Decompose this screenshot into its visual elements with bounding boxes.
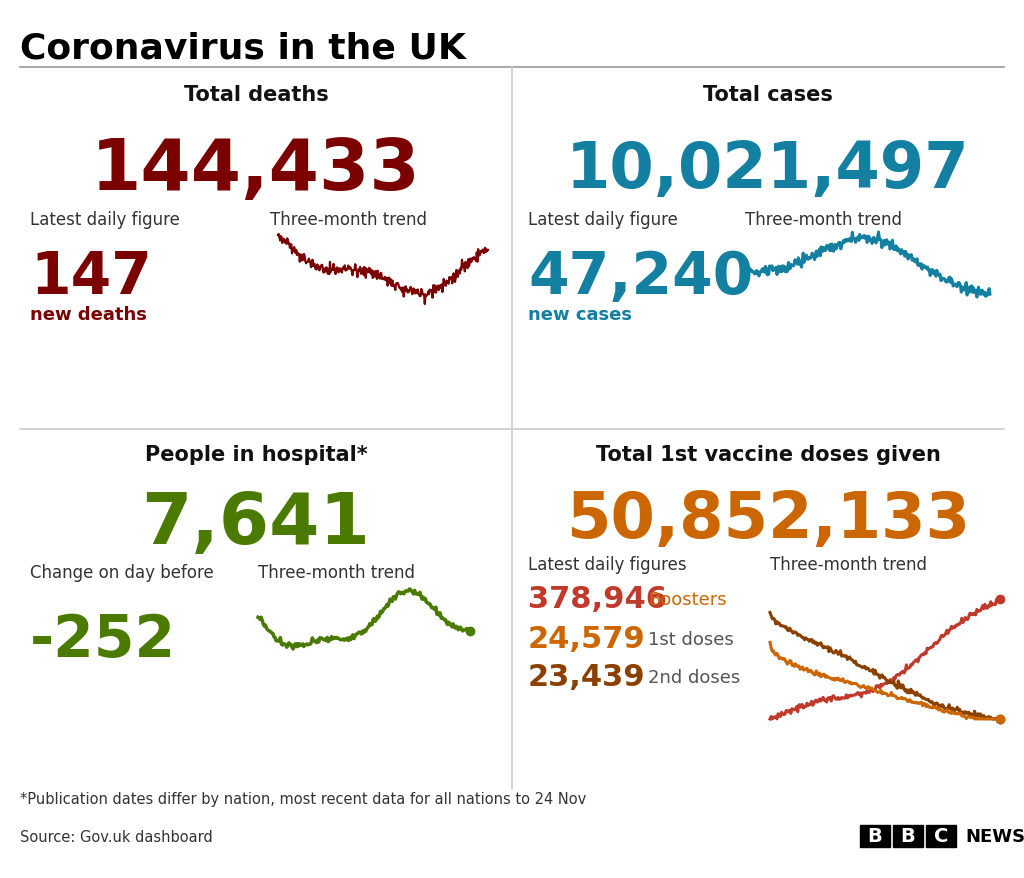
Text: 10,021,497: 10,021,497 [566, 139, 970, 201]
Text: NEWS: NEWS [965, 827, 1024, 845]
Text: Three-month trend: Three-month trend [270, 211, 427, 229]
Text: Coronavirus in the UK: Coronavirus in the UK [20, 31, 466, 65]
Text: Three-month trend: Three-month trend [770, 556, 927, 573]
Text: 378,946: 378,946 [528, 585, 667, 614]
Text: Three-month trend: Three-month trend [258, 564, 415, 581]
Text: 24,579: 24,579 [528, 625, 646, 654]
Text: 47,240: 47,240 [528, 249, 754, 306]
Text: Source: Gov.uk dashboard: Source: Gov.uk dashboard [20, 830, 213, 845]
Text: People in hospital*: People in hospital* [144, 444, 368, 464]
Text: Latest daily figure: Latest daily figure [528, 211, 678, 229]
Text: B: B [867, 826, 883, 846]
Text: *Publication dates differ by nation, most recent data for all nations to 24 Nov: *Publication dates differ by nation, mos… [20, 792, 587, 807]
Text: Total cases: Total cases [703, 85, 833, 104]
Text: new cases: new cases [528, 306, 632, 324]
Text: Change on day before: Change on day before [30, 564, 214, 581]
Bar [893, 825, 923, 847]
Bar [860, 825, 890, 847]
Text: Latest daily figure: Latest daily figure [30, 211, 180, 229]
Text: Boosters: Boosters [648, 590, 727, 608]
Text: Total 1st vaccine doses given: Total 1st vaccine doses given [596, 444, 940, 464]
Text: 144,433: 144,433 [91, 135, 421, 205]
Text: -252: -252 [30, 611, 176, 668]
Text: 7,641: 7,641 [141, 490, 371, 559]
Text: 147: 147 [30, 249, 152, 306]
Text: Latest daily figures: Latest daily figures [528, 556, 687, 573]
Bar [926, 825, 956, 847]
Text: 2nd doses: 2nd doses [648, 668, 740, 687]
Text: Three-month trend: Three-month trend [745, 211, 902, 229]
Text: C: C [934, 826, 948, 846]
Text: B: B [901, 826, 915, 846]
Text: 23,439: 23,439 [528, 663, 645, 692]
Text: Total deaths: Total deaths [183, 85, 329, 104]
Text: 50,852,133: 50,852,133 [566, 488, 970, 551]
Text: new deaths: new deaths [30, 306, 146, 324]
Text: 1st doses: 1st doses [648, 630, 734, 648]
